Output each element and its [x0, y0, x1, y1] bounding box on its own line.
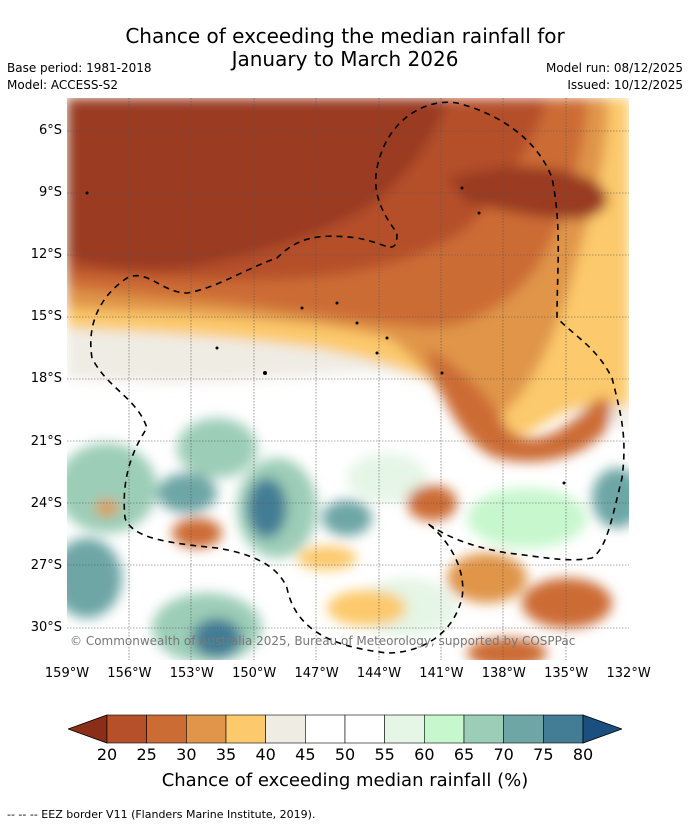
- dry-spot-4: [447, 553, 527, 603]
- latitude-label: 27°S: [30, 557, 62, 573]
- map-credit: © Commonwealth of Australia 2025, Bureau…: [70, 634, 576, 648]
- wet-patch-central-4: [322, 500, 372, 536]
- longitude-label: 159°W: [44, 666, 90, 681]
- colorbar-label: 55: [374, 745, 395, 764]
- longitude-label: 135°W: [544, 666, 589, 681]
- colorbar-label: 40: [255, 745, 276, 764]
- colorbar-swatch: [225, 714, 266, 744]
- longitude-label: 138°W: [481, 666, 526, 681]
- colorbar-swatch: [424, 714, 465, 744]
- latitude-label: 12°S: [30, 247, 62, 263]
- longitude-label: 147°W: [294, 666, 339, 681]
- wet-patch-central-1: [177, 418, 257, 478]
- colorbar-swatch: [265, 714, 306, 744]
- colorbar-label: 60: [414, 745, 435, 764]
- band-20: [67, 98, 447, 270]
- latitude-label: 6°S: [38, 123, 62, 138]
- light-green-2: [467, 488, 587, 548]
- map-title-line2: January to March 2026: [231, 47, 459, 71]
- wet-patch-central-2-core: [247, 478, 287, 538]
- colorbar-swatch: [344, 714, 385, 744]
- rainfall-map: [67, 98, 629, 660]
- colorbar-swatch: [106, 714, 147, 744]
- colorbar-swatch: [543, 714, 584, 744]
- model-name: Model: ACCESS-S2: [7, 78, 119, 92]
- colorbar-swatches: [106, 714, 584, 744]
- colorbar-label: 65: [453, 745, 475, 764]
- latitude-label: 24°S: [30, 495, 62, 511]
- longitude-label: 150°W: [232, 666, 277, 681]
- colorbar-label: 70: [493, 745, 514, 764]
- dry-spot-1: [172, 518, 222, 548]
- islands: [85, 186, 566, 485]
- colorbar-low-cap: [68, 714, 108, 744]
- model-run: Model run: 08/12/2025: [545, 61, 683, 75]
- colorbar-swatch: [503, 714, 544, 744]
- latitude-label: 15°S: [30, 309, 62, 325]
- wet-patch-west-core: [67, 538, 122, 618]
- dry-spot-7: [467, 638, 547, 660]
- colorbar-label: 30: [176, 745, 197, 764]
- longitude-label: 132°W: [606, 666, 651, 681]
- colorbar-label: 20: [96, 745, 118, 764]
- colorbar-swatch: [146, 714, 187, 744]
- wet-patch-east: [592, 468, 629, 528]
- colorbar-swatch: [186, 714, 227, 744]
- colorbar-label: 25: [136, 745, 157, 764]
- colorbar-label: 45: [295, 745, 316, 764]
- base-period: Base period: 1981-2018: [7, 61, 152, 75]
- longitude-label: 153°W: [169, 666, 214, 681]
- issued-date: Issued: 10/12/2025: [567, 78, 683, 92]
- dry-spot-8: [297, 546, 357, 570]
- colorbar: [68, 714, 622, 744]
- longitude-label: 144°W: [356, 666, 402, 681]
- longitude-label: 156°W: [107, 666, 152, 681]
- colorbar-swatch: [384, 714, 425, 744]
- dry-spot-3: [95, 500, 119, 516]
- colorbar-label: 75: [533, 745, 554, 764]
- band-30-south-east: [427, 348, 611, 462]
- map-title-line1: Chance of exceeding the median rainfall …: [125, 24, 565, 48]
- colorbar-label: 50: [334, 745, 356, 764]
- colorbar-label: 80: [572, 745, 594, 764]
- latitude-label: 30°S: [30, 619, 62, 635]
- longitude-label: 141°W: [419, 666, 464, 681]
- colorbar-swatch: [463, 714, 504, 744]
- latitude-label: 9°S: [38, 185, 62, 201]
- colorbar-title: Chance of exceeding median rainfall (%): [161, 770, 529, 791]
- wet-patch-central-3: [157, 473, 217, 513]
- colorbar-swatch: [305, 714, 346, 744]
- light-green-1: [347, 453, 427, 503]
- latitude-label: 21°S: [30, 433, 62, 449]
- graticule: [67, 98, 629, 660]
- colorbar-high-cap: [582, 714, 622, 744]
- latitude-label: 18°S: [30, 371, 62, 387]
- dry-spot-2: [407, 485, 457, 521]
- dry-spot-5: [522, 578, 612, 628]
- colorbar-label: 35: [215, 745, 237, 764]
- wet-patch-west: [67, 443, 157, 533]
- dry-spot-6: [327, 590, 407, 626]
- eez-legend-note: -- -- -- EEZ border V11 (Flanders Marine…: [7, 808, 316, 821]
